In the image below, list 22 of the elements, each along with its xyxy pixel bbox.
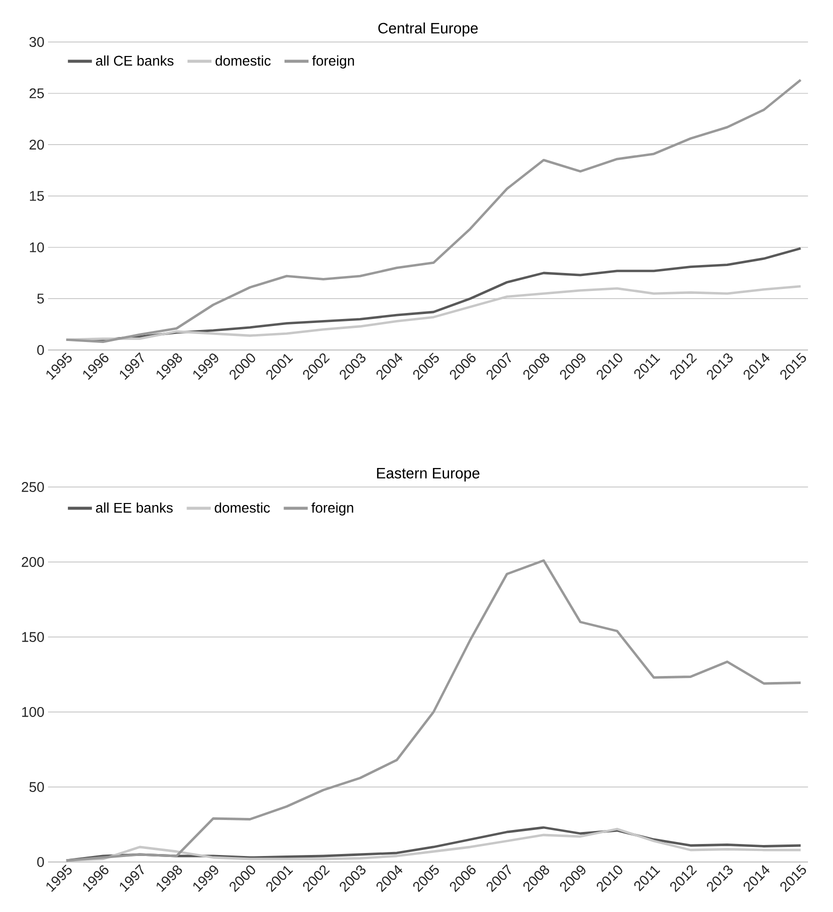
y-tick-label: 0 (37, 345, 44, 355)
y-tick-label: 0 (37, 857, 44, 867)
legend-label: domestic (216, 55, 271, 66)
legend-label: all EE banks (96, 502, 173, 513)
y-tick-label: 200 (22, 557, 44, 567)
legend-label: foreign (311, 502, 354, 516)
y-tick-label: 20 (30, 140, 44, 150)
legend-label: domestic (214, 502, 270, 513)
y-tick-label: 5 (37, 294, 44, 304)
chart-title: Eastern Europe (377, 468, 480, 482)
y-tick-label: 100 (22, 707, 44, 717)
y-tick-label: 30 (29, 37, 44, 47)
line-series (65, 78, 802, 343)
legend-label: all CE banks (96, 55, 174, 66)
y-tick-label: 25 (30, 88, 44, 98)
y-tick-label: 10 (30, 242, 44, 252)
legend-label: foreign (312, 55, 354, 68)
y-tick-label: 250 (22, 482, 44, 492)
y-tick-label: 150 (22, 632, 44, 642)
y-tick-label: 15 (30, 191, 44, 201)
y-tick-label: 50 (29, 782, 44, 792)
chart-title: Central Europe (378, 22, 478, 36)
